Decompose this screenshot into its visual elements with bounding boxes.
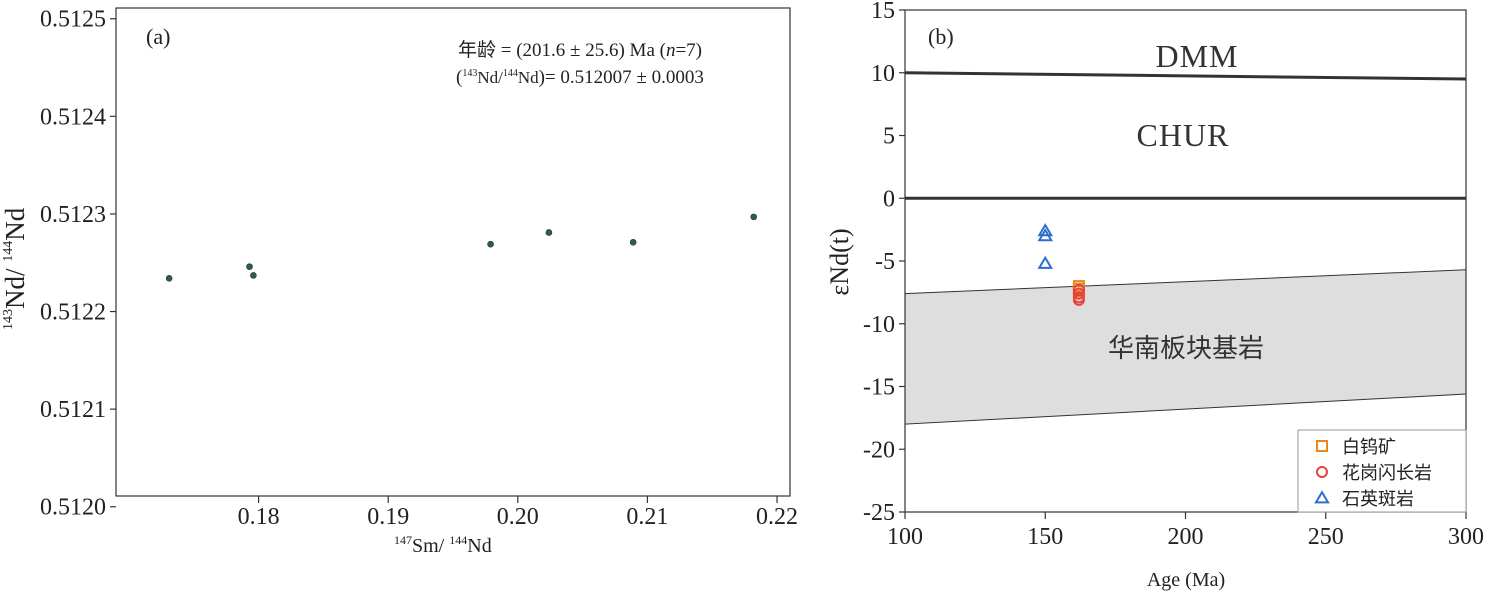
panel-a: 0.18 0.19 0.20 0.21 0.22 0.5120 0.5121 0.5122 0.…: [0, 7, 798, 557]
y-tick-label: 0.5122: [40, 300, 106, 326]
y-tick-label: -25: [863, 500, 895, 526]
data-point: [629, 238, 637, 246]
x-title-el1: Sm/: [412, 535, 449, 557]
panel-b-y-axis-title: εNd(t): [825, 228, 854, 295]
panel-a-label: (a): [146, 24, 170, 49]
annotation-n-text: n: [666, 40, 676, 61]
data-point: [487, 240, 494, 248]
annotation-ratio-el2: Nd: [518, 68, 539, 87]
y-tick-label: 5: [883, 124, 895, 150]
annotation-ratio-value: )= 0.512007 ± 0.0003: [539, 67, 704, 88]
south-china-basement-label: 华南板块基岩: [1108, 334, 1264, 364]
y-title-sup1: 143: [1, 309, 16, 330]
data-point: [246, 263, 253, 270]
y-tick-label: 0.5123: [40, 202, 106, 228]
triangle-marker: [1037, 223, 1054, 237]
x-title-el2: Nd: [467, 535, 491, 557]
data-point: [165, 275, 173, 282]
y-tick-label: 0.5124: [40, 104, 106, 130]
legend-label: 花岗闪长岩: [1342, 463, 1432, 484]
data-point: [250, 272, 257, 279]
legend-label: 石英斑岩: [1342, 489, 1414, 510]
x-tick-label: 0.20: [497, 504, 539, 530]
y-tick-label: 0.5121: [40, 397, 106, 423]
panel-a-points: [165, 213, 758, 282]
x-tick-label: 0.22: [756, 504, 798, 530]
y-tick-label: -15: [863, 375, 895, 401]
y-tick-label: 0.5125: [40, 7, 106, 33]
panel-a-annotation-initial-ratio: (143Nd/144Nd)= 0.512007 ± 0.0003: [456, 67, 704, 88]
triangle-marker: [1037, 228, 1054, 242]
annotation-ratio-el1: Nd/: [477, 68, 503, 87]
x-title-sup1: 147: [394, 533, 412, 547]
panel-b-label: (b): [928, 24, 954, 49]
legend-square-marker: [1316, 440, 1328, 452]
panel-a-ticks: 0.18 0.19 0.20 0.21 0.22 0.5120 0.5121 0.5122 0.…: [40, 7, 798, 530]
data-point: [750, 213, 758, 221]
annotation-n-value: =7): [675, 40, 702, 61]
x-tick-label: 300: [1448, 524, 1484, 550]
panel-b-x-axis-title: Age (Ma): [1147, 569, 1225, 591]
y-tick-label: 0.5120: [40, 495, 106, 521]
y-title-el2: Nd: [0, 207, 30, 240]
chur-label: CHUR: [1137, 117, 1230, 153]
dmm-label: DMM: [1155, 38, 1238, 74]
circle-marker: [1072, 287, 1085, 300]
y-tick-label: -10: [863, 312, 895, 338]
y-title-el1: Nd/: [0, 262, 30, 309]
y-title-sup2: 144: [1, 241, 16, 262]
y-tick-label: 15: [871, 0, 895, 24]
annotation-ratio-sup2: 144: [503, 68, 518, 79]
annotation-age-text: 年龄 = (201.6 ± 25.6) Ma (: [458, 39, 666, 61]
x-tick-label: 0.21: [626, 504, 668, 530]
x-tick-label: 0.19: [367, 504, 409, 530]
annotation-ratio-open: (: [456, 67, 462, 88]
panel-b-points: [1037, 223, 1085, 306]
panel-a-frame: [115, 7, 791, 497]
annotation-ratio-sup1: 143: [462, 68, 477, 79]
x-tick-label: 150: [1027, 524, 1063, 550]
panel-a-y-axis-title: 143Nd/ 144Nd: [0, 207, 30, 330]
x-tick-label: 250: [1308, 524, 1344, 550]
legend-label: 白钨矿: [1342, 437, 1396, 458]
triangle-marker: [1037, 255, 1054, 269]
x-tick-label: 100: [887, 524, 923, 550]
panel-a-x-axis-title: 147Sm/ 144Nd: [394, 533, 492, 557]
x-tick-label: 0.18: [238, 504, 280, 530]
panel-b-ticks: 100 150 200 250 300 15 10 5 0 -5 -10 -15 -20 -25: [863, 0, 1484, 550]
data-point: [545, 229, 553, 236]
x-title-sup2: 144: [449, 533, 467, 547]
y-tick-label: -20: [863, 437, 895, 463]
panel-a-annotation-age: 年龄 = (201.6 ± 25.6) Ma (n=7): [458, 39, 702, 61]
x-tick-label: 200: [1168, 524, 1204, 550]
legend-circle-marker: [1316, 466, 1328, 478]
circle-marker: [1072, 293, 1085, 306]
dmm-line: [904, 71, 1467, 81]
y-tick-label: 10: [871, 61, 895, 87]
legend-triangle-marker: [1314, 490, 1330, 504]
y-tick-label: 0: [883, 186, 895, 212]
y-tick-label: -5: [875, 249, 895, 275]
